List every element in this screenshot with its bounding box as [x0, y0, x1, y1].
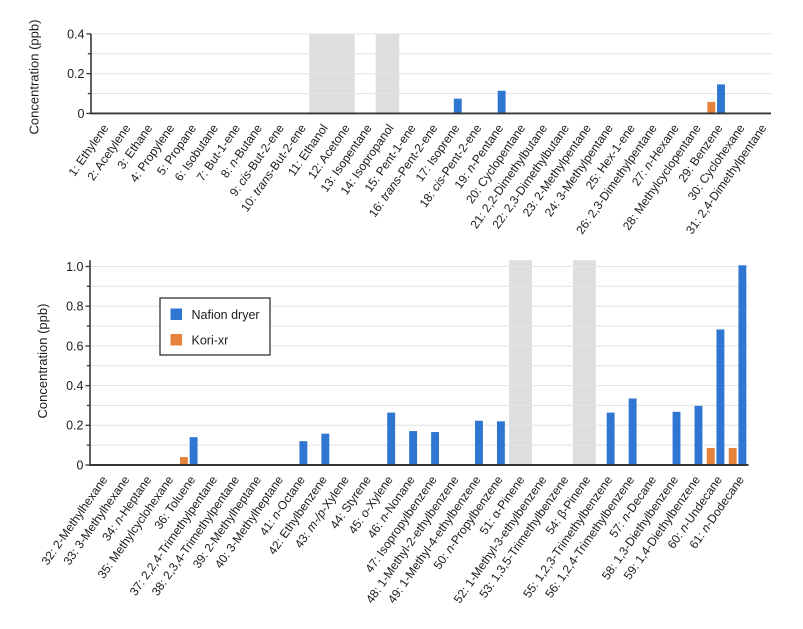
svg-text:0.4: 0.4: [67, 27, 84, 41]
svg-text:0: 0: [78, 107, 85, 121]
svg-text:Concentration (ppb): Concentration (ppb): [35, 304, 50, 419]
svg-text:0: 0: [77, 458, 84, 472]
svg-text:0.2: 0.2: [67, 67, 84, 81]
svg-text:Concentration (ppb): Concentration (ppb): [27, 20, 42, 135]
svg-text:0.8: 0.8: [66, 300, 83, 314]
svg-text:0.4: 0.4: [66, 379, 83, 393]
svg-text:0.2: 0.2: [66, 419, 83, 433]
svg-text:1.0: 1.0: [66, 260, 83, 274]
svg-text:0.6: 0.6: [66, 339, 83, 353]
svg-text:Nafion dryer: Nafion dryer: [192, 308, 260, 322]
svg-text:Kori-xr: Kori-xr: [192, 333, 229, 347]
